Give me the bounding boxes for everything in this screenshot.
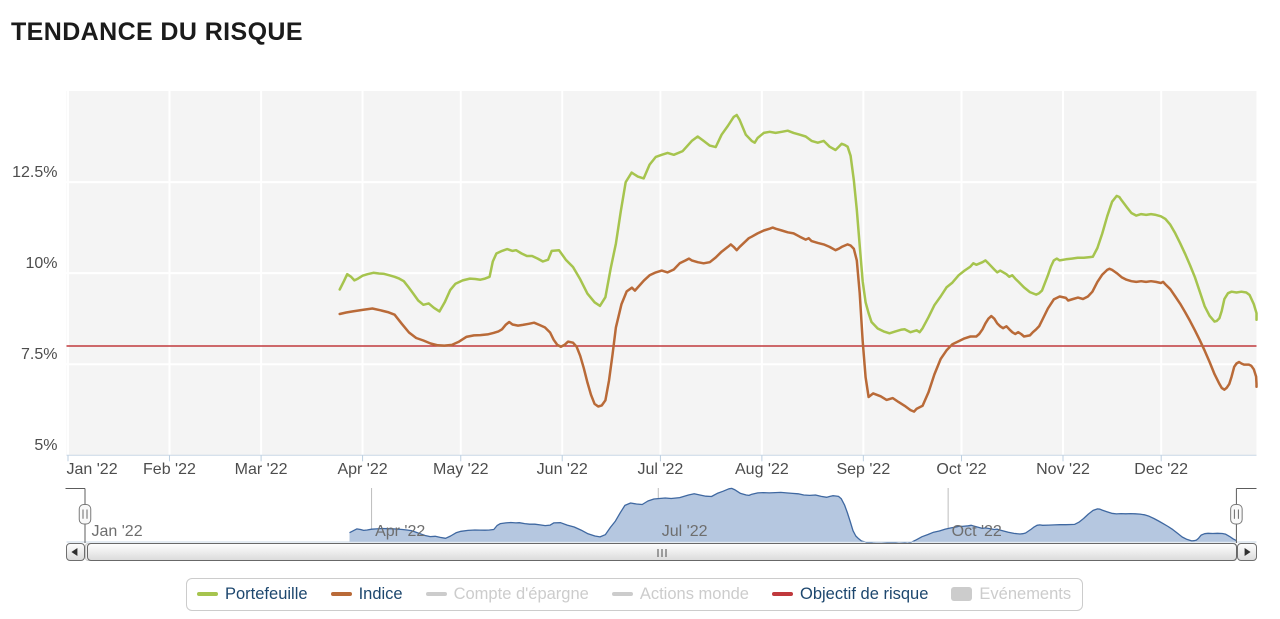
navigator-right-handle[interactable] [1230, 504, 1243, 525]
legend-item-objectif-de-risque[interactable]: Objectif de risque [772, 585, 928, 604]
legend-marker-actions-monde-icon [611, 592, 633, 596]
legend-label-actions-monde: Actions monde [639, 584, 749, 603]
legend-label-portefeuille: Portefeuille [225, 584, 308, 603]
scrollbar-grip-icon [657, 548, 667, 557]
series-portefeuille-line[interactable] [338, 113, 1258, 335]
scrollbar-right-button[interactable] [1237, 543, 1257, 561]
legend-label-objectif-de-risque: Objectif de risque [800, 584, 929, 603]
x-axis-label: May '22 [432, 461, 489, 478]
legend-item-actions-monde[interactable]: Actions monde [611, 584, 749, 604]
x-axis-label: Apr '22 [337, 461, 388, 478]
x-axis-label: Jul '22 [637, 461, 684, 478]
navigator-area-line [349, 487, 1237, 545]
legend-marker-portefeuille-icon [197, 592, 218, 596]
scrollbar-left-arrow-icon [71, 548, 78, 556]
legend-label-indice: Indice [358, 584, 403, 603]
legend-item-ev-nements[interactable]: Evénements [951, 585, 1071, 604]
x-axis-label: Feb '22 [143, 461, 196, 478]
y-axis-label: 5% [34, 436, 58, 454]
x-axis-label: Oct '22 [936, 461, 987, 478]
legend-item-portefeuille[interactable]: Portefeuille [197, 585, 308, 604]
scrollbar-right-arrow-icon [1244, 548, 1251, 556]
legend-item-compte-d-pargne[interactable]: Compte d'épargne [425, 584, 589, 604]
navigator-axis-label: Oct '22 [951, 522, 1002, 540]
navigator-axis-label: Apr '22 [375, 522, 426, 540]
x-axis-label: Nov '22 [1036, 461, 1090, 478]
navigator-area[interactable] [349, 488, 1237, 544]
legend-marker-compte-d-pargne-icon [425, 592, 447, 596]
x-axis-label: Jun '22 [536, 461, 588, 478]
y-axis-label: 10% [25, 254, 58, 272]
x-axis-label: Aug '22 [734, 461, 789, 478]
navigator-axis-label: Jul '22 [661, 522, 708, 540]
legend-marker-ev-nements-icon [951, 586, 973, 602]
x-axis-label: Mar '22 [234, 461, 288, 478]
legend-label-ev-nements: Evénements [979, 584, 1072, 603]
scrollbar-thumb[interactable] [87, 543, 1237, 561]
legend: Portefeuille Indice Compte d'épargne Action… [186, 577, 1083, 611]
series-indice-line[interactable] [338, 226, 1258, 413]
y-axis-label: 7.5% [21, 345, 58, 363]
x-axis-label: Sep '22 [836, 461, 891, 478]
x-axis-label: Jan '22 [66, 461, 118, 478]
x-axis-label: Dec '22 [1134, 461, 1189, 478]
legend-label-compte-d-pargne: Compte d'épargne [453, 584, 589, 603]
y-axis-label: 12.5% [12, 163, 58, 181]
scrollbar-left-button[interactable] [65, 543, 85, 561]
navigator-left-handle[interactable] [78, 504, 92, 525]
legend-marker-indice-icon [330, 592, 352, 596]
navigator-axis-label: Jan '22 [91, 522, 143, 540]
legend-item-indice[interactable]: Indice [330, 584, 403, 604]
legend-marker-objectif-de-risque-icon [772, 592, 793, 596]
chart-title: TENDANCE DU RISQUE [11, 18, 303, 46]
